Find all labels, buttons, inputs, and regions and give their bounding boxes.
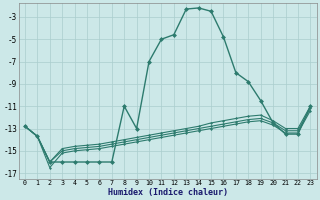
X-axis label: Humidex (Indice chaleur): Humidex (Indice chaleur) xyxy=(108,188,228,197)
